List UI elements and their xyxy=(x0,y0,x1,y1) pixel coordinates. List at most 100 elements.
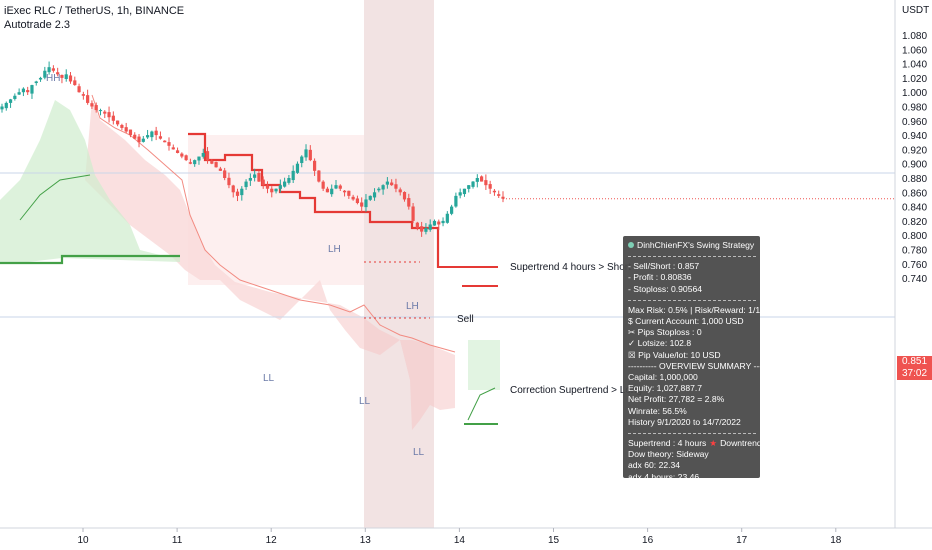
info-capital: Capital: 1,000,000 xyxy=(628,372,698,383)
candle-body xyxy=(402,192,407,200)
price-tick-label: 0.900 xyxy=(902,160,927,171)
candle-body xyxy=(295,163,300,173)
candle-body xyxy=(330,188,334,195)
candle-body xyxy=(484,180,488,186)
candle-body xyxy=(407,198,411,207)
price-tick-label: 0.780 xyxy=(902,246,927,257)
candle-body xyxy=(184,155,188,161)
candle-body xyxy=(253,174,257,178)
price-tick-label: 0.820 xyxy=(902,217,927,228)
pivot-ll-3: LL xyxy=(413,447,425,458)
candle-body xyxy=(355,198,360,204)
candle-body xyxy=(492,190,497,193)
indicator-name[interactable]: Autotrade 2.3 xyxy=(4,19,71,31)
candle-body xyxy=(372,192,377,198)
candle-body xyxy=(13,95,17,99)
candle-body xyxy=(137,136,141,143)
info-history: History 9/1/2020 to 14/7/2022 xyxy=(628,416,741,427)
candle-body xyxy=(458,192,462,196)
candle-body xyxy=(201,152,205,157)
candle-body xyxy=(86,95,90,103)
candle-body xyxy=(218,168,222,171)
info-supertrend: Supertrend : 4 hours ★ Downtrend xyxy=(628,438,762,449)
candle-body xyxy=(475,178,479,182)
pivot-ll-2: LL xyxy=(359,396,371,407)
info-divider xyxy=(628,256,756,258)
info-pips: ✂ Pips Stoploss : 0 xyxy=(628,327,702,338)
price-tick-label: 0.980 xyxy=(902,103,927,114)
annotation-correction-long: Correction Supertrend > Long xyxy=(510,385,642,396)
date-tick-label: 11 xyxy=(172,535,183,546)
candle-body xyxy=(424,228,428,232)
time-axis[interactable]: 10 11 12 13 14 15 16 17 18 xyxy=(77,528,842,546)
candle-body xyxy=(60,74,64,78)
supertrend-long-line xyxy=(0,254,180,265)
price-axis[interactable]: 1.080 1.060 1.040 1.020 1.000 0.980 0.960 0.940… xyxy=(902,31,927,285)
candle-body xyxy=(471,181,475,187)
candle-body xyxy=(90,103,94,107)
candle-body xyxy=(437,221,441,225)
supertrend-short-block xyxy=(188,135,364,285)
candle-body xyxy=(360,202,364,207)
info-risk: Max Risk: 0.5% | Risk/Reward: 1/1 xyxy=(628,304,761,315)
price-tick-label: 0.960 xyxy=(902,117,927,128)
supertrend-long-thin xyxy=(19,174,91,221)
info-divider xyxy=(628,299,756,301)
candle-body xyxy=(145,135,150,138)
candle-body xyxy=(445,213,449,223)
candle-body xyxy=(158,136,163,139)
info-netprofit: Net Profit: 27,782 = 2.8% xyxy=(628,394,725,405)
candle-body xyxy=(278,185,282,189)
candle-body xyxy=(454,195,458,207)
candle-body xyxy=(210,161,214,164)
supertrend-long-fill xyxy=(0,100,180,262)
candle-countdown-tag: 37:02 xyxy=(897,368,932,380)
candle-body xyxy=(141,138,145,142)
date-tick-label: 10 xyxy=(77,535,89,546)
price-tick-label: 1.040 xyxy=(902,60,927,71)
info-lotsize: ✓ Lotsize: 102.8 xyxy=(628,338,692,349)
candle-body xyxy=(394,184,398,189)
candle-body xyxy=(381,185,385,190)
candle-body xyxy=(462,188,467,195)
candle-body xyxy=(420,226,424,232)
annotation-st4-short: Supertrend 4 hours > Short xyxy=(510,262,631,273)
last-price-tag: 0.851 xyxy=(897,356,932,368)
supertrend-short-thin xyxy=(91,94,456,353)
candle-body xyxy=(223,170,227,178)
candle-body xyxy=(0,106,4,110)
candle-body xyxy=(120,124,124,128)
info-equity: Equity: 1,027,887.7 xyxy=(628,383,703,394)
candle-body xyxy=(43,70,47,78)
date-tick-label: 17 xyxy=(736,535,748,546)
info-winrate: Winrate: 56.5% xyxy=(628,405,687,416)
strategy-info-panel: DinhChienFX's Swing Strategy - Sell/Shor… xyxy=(623,236,782,482)
candle-body xyxy=(261,179,265,186)
info-adx60: adx 60: 22.34 xyxy=(628,460,681,471)
candle-body xyxy=(68,75,73,82)
candle-body xyxy=(188,162,193,164)
candle-body xyxy=(154,130,158,136)
price-tick-label: 0.880 xyxy=(902,174,927,185)
price-tick-label: 1.080 xyxy=(902,31,927,42)
candle-body xyxy=(497,194,501,196)
candle-body xyxy=(377,188,381,191)
price-tick-label: 0.740 xyxy=(902,274,927,285)
candle-body xyxy=(385,181,389,185)
candle-body xyxy=(34,81,38,84)
pivot-hh: HH xyxy=(46,73,60,84)
chart-title: iExec RLC / TetherUS, 1h, BINANCE xyxy=(4,5,185,17)
candle-body xyxy=(240,188,244,196)
candle-body xyxy=(175,150,180,153)
candle-body xyxy=(150,131,154,138)
price-tick-label: 0.760 xyxy=(902,260,927,271)
candle-body xyxy=(124,127,128,132)
date-tick-label: 14 xyxy=(454,535,466,546)
candle-body xyxy=(4,102,8,109)
pivot-lh-2: LH xyxy=(406,301,419,312)
candle-body xyxy=(265,185,270,189)
candle-body xyxy=(81,94,85,96)
candle-body xyxy=(128,129,133,136)
price-tick-label: 1.060 xyxy=(902,45,927,56)
